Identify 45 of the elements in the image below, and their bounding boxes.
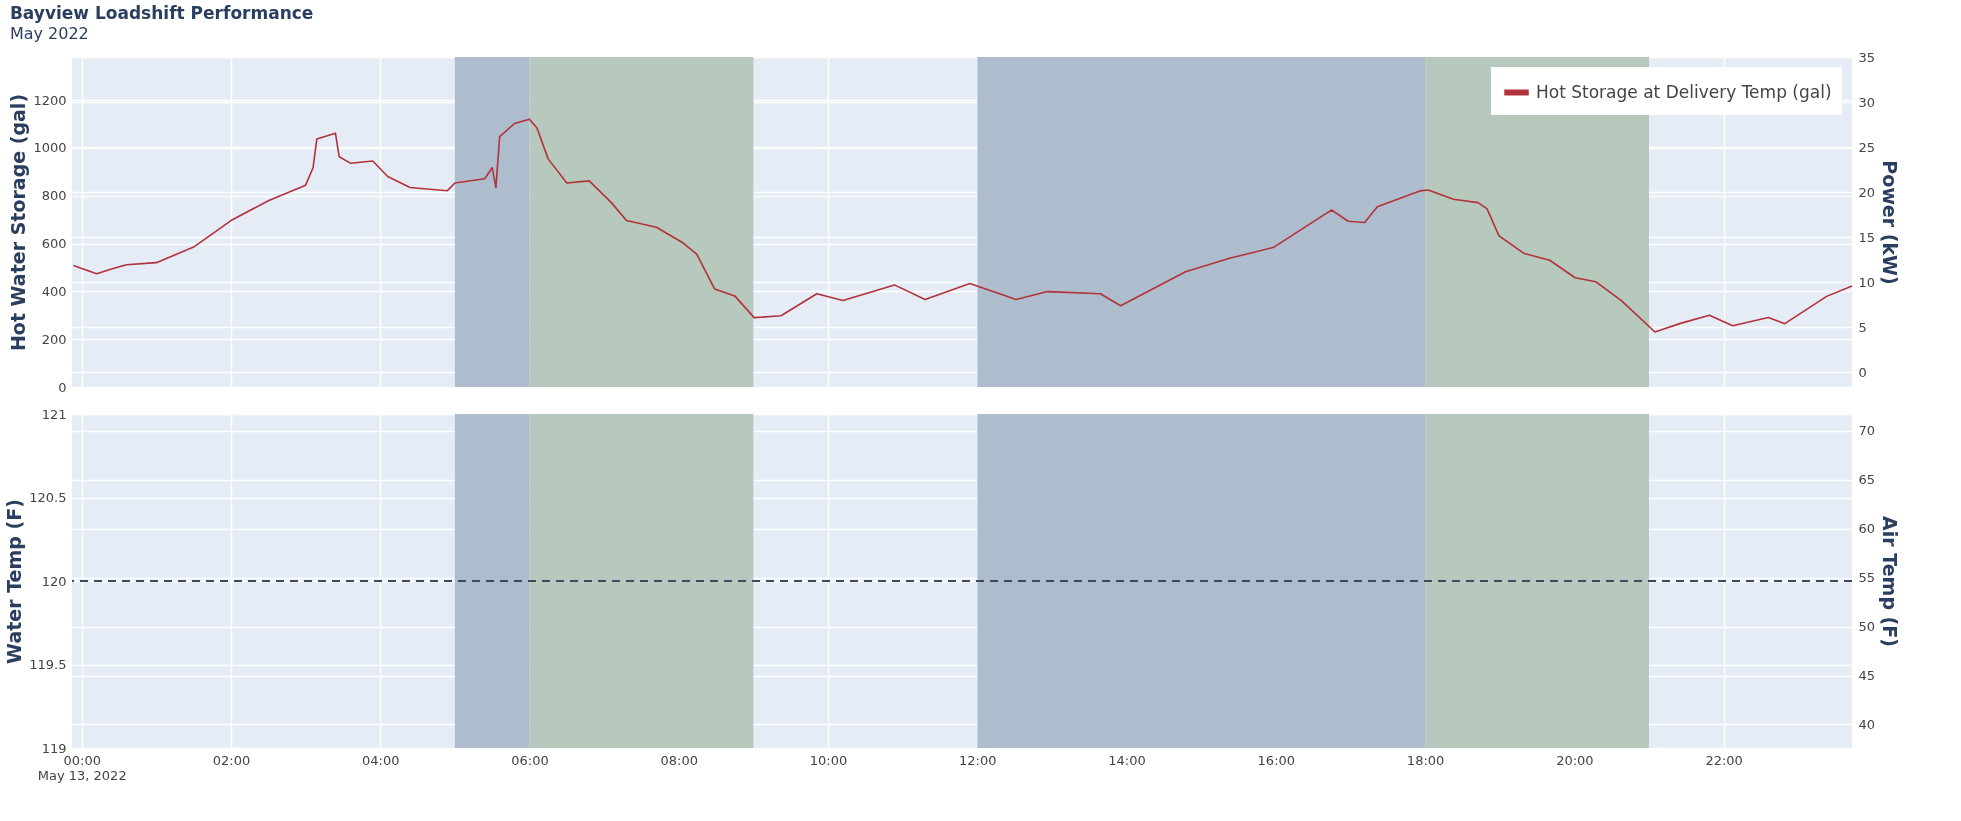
y2-tick-label: 20	[1858, 184, 1876, 200]
y2-tick-label: 55	[1858, 570, 1876, 586]
y-tick-label: 200	[41, 331, 67, 347]
y2-tick-label: 25	[1858, 139, 1876, 155]
y2-tick-label: 60	[1858, 521, 1876, 537]
y-tick-label: 1200	[33, 92, 67, 108]
y2-tick-label: 50	[1858, 619, 1876, 635]
x-tick-label: 10:00	[809, 752, 848, 768]
x-tick-label: 12:00	[959, 752, 997, 768]
y2-tick-label: 40	[1858, 716, 1876, 732]
chart-title: Bayview Loadshift Performance	[9, 3, 314, 23]
x-tick-label: 20:00	[1556, 752, 1594, 768]
y2-tick-label: 65	[1858, 472, 1876, 488]
x-tick-label: 02:00	[212, 752, 251, 768]
y-axis-title: Hot Water Storage (gal)	[7, 93, 30, 352]
y2-tick-label: 45	[1858, 668, 1876, 684]
y-tick-label: 400	[41, 283, 67, 299]
x-tick-label: 18:00	[1406, 752, 1445, 768]
legend-label: Hot Storage at Delivery Temp (gal)	[1536, 81, 1832, 102]
y2-tick-label: 10	[1858, 274, 1876, 290]
y-tick-label: 119.5	[29, 657, 67, 672]
y-tick-label: 120	[41, 573, 67, 589]
y2-tick-label: 30	[1858, 94, 1876, 110]
y-tick-label: 800	[41, 188, 67, 204]
y-tick-label: 0	[58, 379, 67, 395]
x-tick-label: 22:00	[1705, 752, 1743, 768]
y-tick-label: 120.5	[29, 490, 67, 505]
y2-tick-label: 35	[1858, 49, 1876, 65]
chart-subtitle: May 2022	[9, 24, 89, 43]
y-tick-label: 600	[41, 236, 67, 252]
y-tick-label: 1000	[33, 140, 67, 156]
x-tick-label: 04:00	[362, 752, 400, 768]
y2-tick-label: 70	[1858, 423, 1876, 439]
line-series	[72, 118, 1853, 333]
y2-tick-label: 5	[1858, 319, 1867, 335]
y-tick-label: 121	[41, 406, 67, 422]
y2-axis-title: Power (kW)	[1879, 160, 1902, 285]
y-axis-title: Water Temp (F)	[3, 499, 26, 664]
x-tick-label: 08:00	[660, 752, 698, 768]
x-tick-label: 16:00	[1257, 752, 1296, 768]
x-tick-label: 14:00	[1108, 752, 1146, 768]
y2-tick-label: 0	[1858, 364, 1867, 380]
x-tick-label: 06:00	[511, 752, 549, 768]
y2-tick-label: 15	[1858, 229, 1876, 245]
y2-axis-title: Air Temp (F)	[1879, 516, 1902, 647]
